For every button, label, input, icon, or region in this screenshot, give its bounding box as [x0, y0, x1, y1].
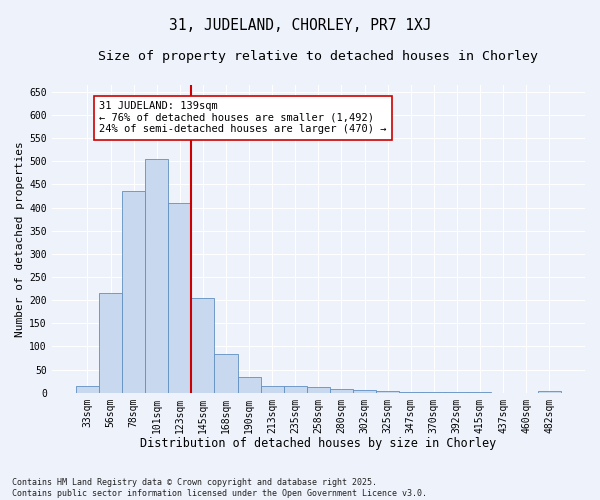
Bar [99, 293, 122, 392]
Bar [191, 298, 214, 392]
Bar [145, 159, 168, 392]
Bar [353, 390, 376, 392]
Bar [307, 387, 330, 392]
Bar [330, 390, 353, 392]
Y-axis label: Number of detached properties: Number of detached properties [15, 141, 25, 336]
Title: Size of property relative to detached houses in Chorley: Size of property relative to detached ho… [98, 50, 538, 63]
Text: 31 JUDELAND: 139sqm
← 76% of detached houses are smaller (1,492)
24% of semi-det: 31 JUDELAND: 139sqm ← 76% of detached ho… [99, 101, 386, 134]
X-axis label: Distribution of detached houses by size in Chorley: Distribution of detached houses by size … [140, 437, 496, 450]
Bar [214, 354, 238, 393]
Bar [76, 386, 99, 392]
Bar [260, 386, 284, 392]
Bar [168, 203, 191, 392]
Bar [284, 386, 307, 392]
Text: 31, JUDELAND, CHORLEY, PR7 1XJ: 31, JUDELAND, CHORLEY, PR7 1XJ [169, 18, 431, 32]
Text: Contains HM Land Registry data © Crown copyright and database right 2025.
Contai: Contains HM Land Registry data © Crown c… [12, 478, 427, 498]
Bar [238, 376, 260, 392]
Bar [122, 192, 145, 392]
